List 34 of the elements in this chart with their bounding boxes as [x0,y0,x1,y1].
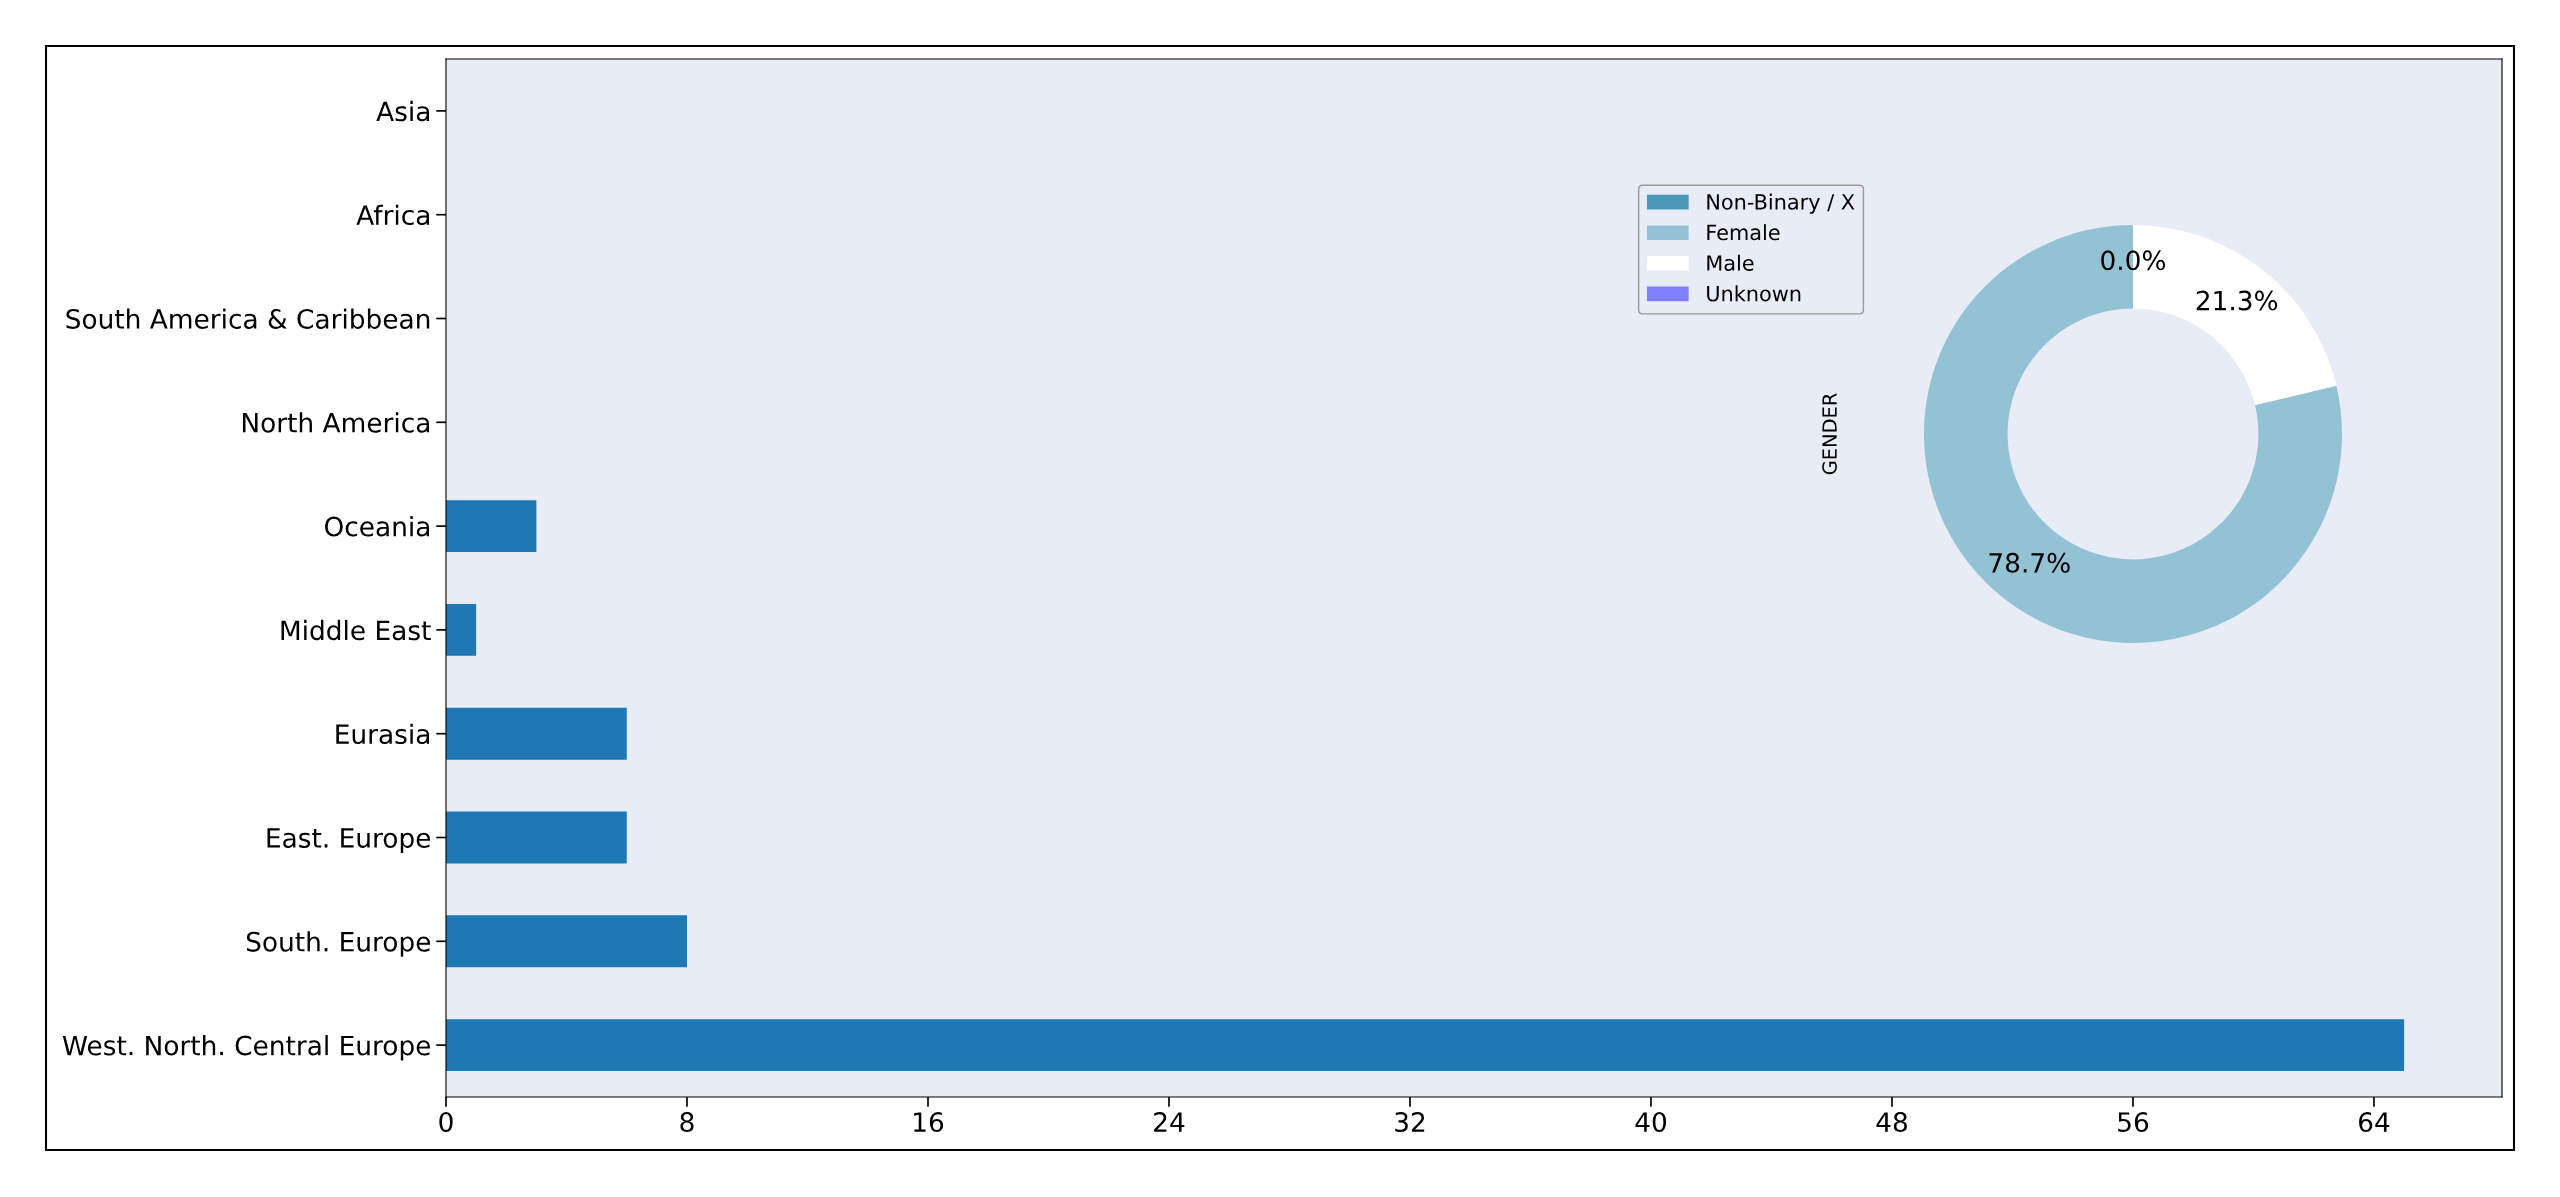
y-tick-label: South America & Caribbean [66,308,430,329]
y-tick-label: Middle East [281,619,431,641]
text: 0.0% [2101,250,2166,271]
y-tick-label: Asia [376,100,430,122]
y-tick-label: South. Europe [246,931,431,957]
bar [446,707,627,760]
y-tick-label: East. Europe [267,828,431,854]
bar [446,915,687,968]
bar [446,500,537,553]
data-label: 21.3% [2196,290,2278,311]
legend-label: Non-Binary / X [1707,193,1855,214]
x-tick-label: 24 [1154,1112,1185,1132]
x-tick-label: 8 [680,1112,694,1133]
bar [446,811,627,864]
x-tick-label: 48 [1876,1112,1907,1133]
donut-slice [1924,225,2342,643]
x-tick-label: 56 [2118,1112,2149,1133]
text: GENDER [1822,393,1837,475]
x-tick-label: 0 [439,1112,453,1133]
data-label: 78.7% [1989,552,2070,573]
bar [446,1019,2405,1072]
x-tick-label: 64 [2359,1112,2390,1133]
x-tick-label: 16 [914,1112,944,1133]
legend-label: Male [1707,254,1754,271]
y-tick-label: West. North. Central Europe [62,1035,431,1061]
legend-label: Female [1707,224,1780,241]
y-tick-label: Africa [356,204,430,226]
y-tick-label: North America [242,412,430,433]
y-tick-label: Oceania [324,516,430,537]
bar [446,603,477,656]
x-tick-label: 40 [1635,1112,1667,1133]
legend-label: Unknown [1707,285,1801,302]
x-tick-label: 32 [1395,1112,1425,1133]
y-tick-label: Eurasia [336,723,430,745]
